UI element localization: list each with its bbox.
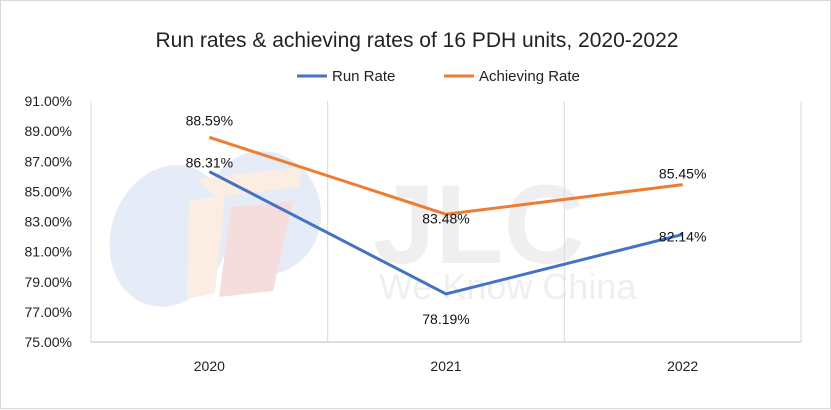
legend-label-0: Run Rate [332, 68, 395, 85]
chart-title: Run rates & achieving rates of 16 PDH un… [156, 29, 679, 52]
x-tick-label-1: 2021 [430, 358, 461, 374]
y-tick-label-0: 75.00% [25, 334, 72, 350]
y-tick-label-7: 89.00% [25, 123, 72, 139]
y-tick-label-2: 79.00% [25, 274, 72, 290]
series-line-1 [208, 135, 683, 216]
watermark-logo-text: JLC [373, 162, 585, 287]
y-tick-label-4: 83.00% [25, 214, 72, 230]
x-tick-label-0: 2020 [194, 358, 225, 374]
y-tick-label-3: 81.00% [25, 244, 72, 260]
legend: Run Rate Achieving Rate [297, 68, 580, 85]
data-labels: 86.31% 78.19% 82.14% 88.59% 83.48% 85.45% [186, 112, 707, 327]
y-tick-label-1: 77.00% [25, 304, 72, 320]
legend-label-1: Achieving Rate [479, 68, 580, 85]
x-axis: 2020 2021 2022 [91, 341, 801, 374]
data-label-1-1: 83.48% [422, 210, 469, 226]
y-axis: 75.00% 77.00% 79.00% 81.00% 83.00% 85.00% 87.0… [25, 93, 72, 350]
x-tick-label-2: 2022 [667, 358, 698, 374]
data-label-1-2: 85.45% [659, 166, 706, 182]
data-label-0-1: 78.19% [422, 311, 469, 327]
data-label-0-0: 86.31% [186, 155, 233, 171]
watermark-tagline: We Know China [379, 266, 637, 307]
series-lines [208, 135, 684, 296]
y-tick-label-6: 87.00% [25, 153, 72, 169]
series-line-0 [208, 170, 684, 296]
grid-lines [90, 101, 802, 342]
y-tick-label-5: 85.00% [25, 183, 72, 199]
data-label-0-2: 82.14% [659, 228, 706, 244]
watermark-logo: JLC We Know China [109, 151, 637, 307]
data-label-1-0: 88.59% [186, 112, 233, 128]
y-tick-label-8: 91.00% [25, 93, 72, 109]
